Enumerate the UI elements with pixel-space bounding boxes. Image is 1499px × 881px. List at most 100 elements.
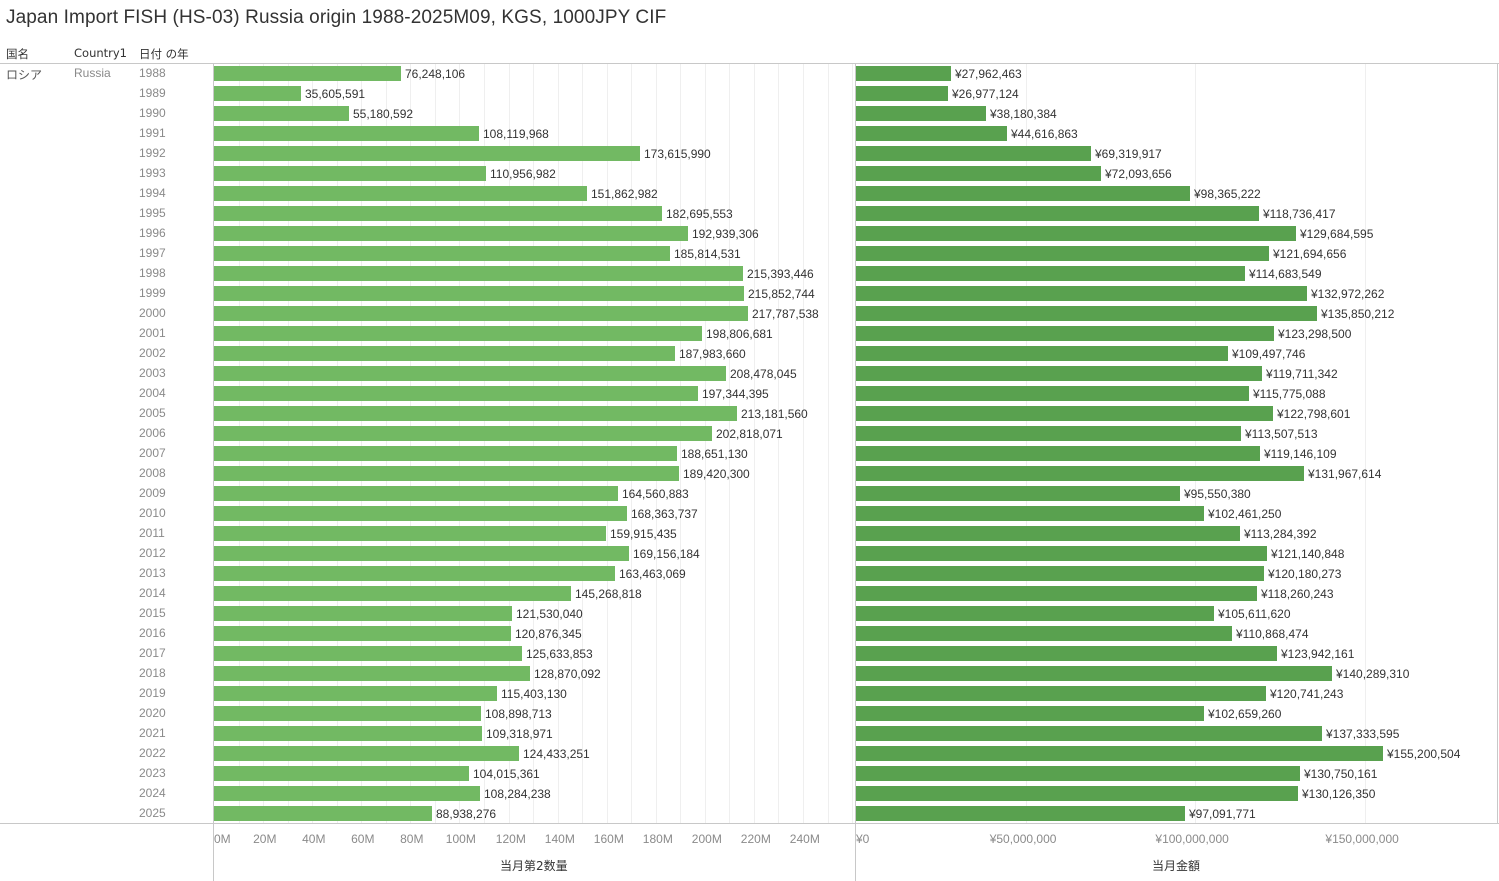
quantity-bar[interactable]: [214, 426, 712, 441]
quantity-bar[interactable]: [214, 186, 587, 201]
amount-bar[interactable]: [856, 646, 1277, 661]
quantity-bar[interactable]: [214, 126, 479, 141]
year-label: 2019: [139, 686, 166, 700]
quantity-bar[interactable]: [214, 566, 615, 581]
quantity-bar[interactable]: [214, 526, 606, 541]
quantity-gridline: [778, 64, 779, 823]
quantity-bar[interactable]: [214, 326, 702, 341]
quantity-bar[interactable]: [214, 306, 748, 321]
amount-bar[interactable]: [856, 326, 1274, 341]
amount-bar[interactable]: [856, 206, 1259, 221]
year-label: 1990: [139, 106, 166, 120]
amount-bar[interactable]: [856, 266, 1245, 281]
quantity-bar[interactable]: [214, 546, 629, 561]
quantity-bar[interactable]: [214, 626, 511, 641]
quantity-x-tick-label: 0M: [214, 832, 231, 846]
year-label: 2000: [139, 306, 166, 320]
quantity-bar[interactable]: [214, 706, 481, 721]
amount-bar[interactable]: [856, 346, 1228, 361]
amount-bar[interactable]: [856, 706, 1204, 721]
quantity-bar[interactable]: [214, 166, 486, 181]
amount-bar[interactable]: [856, 226, 1296, 241]
quantity-bar-label: 192,939,306: [692, 227, 759, 241]
amount-bar[interactable]: [856, 126, 1007, 141]
amount-bar[interactable]: [856, 486, 1180, 501]
amount-bar[interactable]: [856, 366, 1262, 381]
amount-bar[interactable]: [856, 766, 1300, 781]
year-label: 2001: [139, 326, 166, 340]
amount-bar[interactable]: [856, 546, 1267, 561]
header-country-jp[interactable]: 国名: [6, 47, 29, 61]
quantity-bar[interactable]: [214, 746, 519, 761]
quantity-bar-label: 104,015,361: [473, 767, 540, 781]
amount-bar[interactable]: [856, 786, 1298, 801]
amount-bar[interactable]: [856, 186, 1190, 201]
quantity-bar[interactable]: [214, 66, 401, 81]
quantity-bar[interactable]: [214, 366, 726, 381]
quantity-bar[interactable]: [214, 806, 432, 821]
quantity-bar[interactable]: [214, 686, 497, 701]
quantity-bar[interactable]: [214, 506, 627, 521]
quantity-bar[interactable]: [214, 786, 480, 801]
quantity-bar[interactable]: [214, 406, 737, 421]
quantity-bar[interactable]: [214, 266, 743, 281]
amount-bar[interactable]: [856, 166, 1101, 181]
amount-bar[interactable]: [856, 626, 1232, 641]
header-divider: [0, 63, 1499, 64]
amount-bar-label: ¥123,942,161: [1281, 647, 1355, 661]
amount-bar[interactable]: [856, 246, 1269, 261]
quantity-gridline: [484, 64, 485, 823]
amount-bar[interactable]: [856, 406, 1273, 421]
quantity-bar-label: 169,156,184: [633, 547, 700, 561]
header-country-en[interactable]: Country1: [74, 46, 128, 60]
quantity-bar[interactable]: [214, 206, 662, 221]
amount-bar[interactable]: [856, 86, 948, 101]
amount-bar[interactable]: [856, 566, 1264, 581]
quantity-bar[interactable]: [214, 106, 349, 121]
quantity-bar-label: 188,651,130: [681, 447, 748, 461]
quantity-bar[interactable]: [214, 726, 482, 741]
quantity-bar[interactable]: [214, 346, 675, 361]
quantity-bar[interactable]: [214, 226, 688, 241]
quantity-bar[interactable]: [214, 606, 512, 621]
quantity-bar[interactable]: [214, 466, 679, 481]
amount-bar[interactable]: [856, 446, 1260, 461]
quantity-bar[interactable]: [214, 766, 469, 781]
quantity-bar[interactable]: [214, 446, 677, 461]
amount-bar[interactable]: [856, 426, 1241, 441]
quantity-bar[interactable]: [214, 586, 571, 601]
quantity-gridline: [312, 64, 313, 823]
amount-bar[interactable]: [856, 286, 1307, 301]
amount-bar[interactable]: [856, 386, 1249, 401]
amount-bar[interactable]: [856, 746, 1383, 761]
amount-bar[interactable]: [856, 66, 951, 81]
quantity-bar[interactable]: [214, 286, 744, 301]
quantity-x-tick-label: 180M: [642, 832, 673, 846]
amount-bar[interactable]: [856, 606, 1214, 621]
amount-bar[interactable]: [856, 306, 1317, 321]
amount-bar[interactable]: [856, 666, 1332, 681]
quantity-gridline: [582, 64, 583, 823]
quantity-bar[interactable]: [214, 86, 301, 101]
year-label: 1999: [139, 286, 166, 300]
quantity-bar[interactable]: [214, 146, 640, 161]
quantity-gridline: [705, 64, 706, 823]
amount-bar[interactable]: [856, 466, 1304, 481]
year-label: 2022: [139, 746, 166, 760]
amount-bar[interactable]: [856, 686, 1266, 701]
pane-divider-right: [1497, 63, 1498, 823]
amount-bar[interactable]: [856, 506, 1204, 521]
quantity-bar[interactable]: [214, 646, 522, 661]
amount-bar[interactable]: [856, 146, 1091, 161]
amount-bar[interactable]: [856, 806, 1185, 821]
quantity-gridline: [459, 64, 460, 823]
amount-bar[interactable]: [856, 586, 1257, 601]
quantity-bar[interactable]: [214, 486, 618, 501]
amount-bar[interactable]: [856, 526, 1240, 541]
quantity-bar[interactable]: [214, 386, 698, 401]
amount-bar[interactable]: [856, 106, 986, 121]
header-year[interactable]: 日付 の年: [139, 47, 189, 61]
quantity-bar[interactable]: [214, 666, 530, 681]
quantity-bar[interactable]: [214, 246, 670, 261]
amount-bar[interactable]: [856, 726, 1322, 741]
